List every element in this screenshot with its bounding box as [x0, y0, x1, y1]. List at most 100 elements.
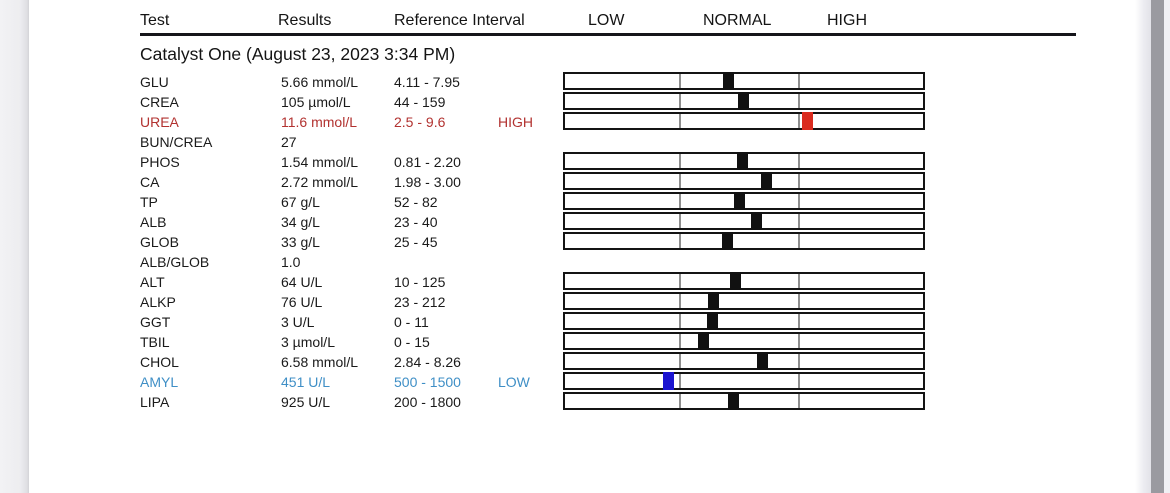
result-marker — [707, 292, 719, 310]
header-underline — [140, 33, 1076, 36]
table-row: UREA 11.6 mmol/L 2.5 - 9.6 HIGH — [0, 112, 560, 132]
test-name: ALB — [140, 214, 167, 230]
zone-divider — [679, 274, 681, 288]
result-marker — [756, 352, 768, 370]
abnormal-flag: LOW — [498, 374, 530, 390]
table-row: AMYL 451 U/L 500 - 1500 LOW — [0, 372, 560, 392]
test-result: 5.66 mmol/L — [281, 74, 359, 90]
range-bar — [563, 152, 925, 170]
reference-interval: 25 - 45 — [394, 234, 438, 250]
column-header-low: LOW — [588, 12, 625, 29]
test-name: BUN/CREA — [140, 134, 213, 150]
range-bar — [563, 392, 925, 410]
table-row: LIPA 925 U/L 200 - 1800 — [0, 392, 560, 412]
test-name: PHOS — [140, 154, 180, 170]
table-row: ALB/GLOB 1.0 — [0, 252, 560, 272]
reference-interval: 23 - 212 — [394, 294, 446, 310]
column-header-normal: NORMAL — [703, 12, 772, 29]
reference-interval: 1.98 - 3.00 — [394, 174, 461, 190]
zone-divider — [798, 94, 800, 108]
result-marker — [722, 72, 734, 90]
scrollbar-thumb[interactable] — [1151, 0, 1164, 493]
reference-interval: 10 - 125 — [394, 274, 446, 290]
table-row: ALKP 76 U/L 23 - 212 — [0, 292, 560, 312]
abnormal-flag: HIGH — [498, 114, 533, 130]
zone-divider — [679, 154, 681, 168]
reference-interval: 2.5 - 9.6 — [394, 114, 446, 130]
zone-divider — [679, 114, 681, 128]
column-header-results: Results — [278, 12, 332, 29]
zone-divider — [679, 374, 681, 388]
test-name: GLU — [140, 74, 169, 90]
reference-interval: 0 - 15 — [394, 334, 430, 350]
test-result: 64 U/L — [281, 274, 323, 290]
range-bar — [563, 272, 925, 290]
zone-divider — [679, 314, 681, 328]
table-row: ALT 64 U/L 10 - 125 — [0, 272, 560, 292]
test-result: 6.58 mmol/L — [281, 354, 359, 370]
zone-divider — [679, 194, 681, 208]
table-row: GGT 3 U/L 0 - 11 — [0, 312, 560, 332]
zone-divider — [798, 334, 800, 348]
zone-divider — [679, 294, 681, 308]
result-marker — [734, 192, 745, 210]
column-header-high: HIGH — [827, 12, 867, 29]
table-row: BUN/CREA 27 — [0, 132, 560, 152]
result-marker — [722, 232, 734, 250]
range-bar — [563, 92, 925, 110]
result-marker — [751, 212, 763, 230]
zone-divider — [798, 114, 800, 128]
table-row: CREA 105 µmol/L 44 - 159 — [0, 92, 560, 112]
table-row: ALB 34 g/L 23 - 40 — [0, 212, 560, 232]
test-name: GLOB — [140, 234, 179, 250]
zone-divider — [679, 174, 681, 188]
test-result: 34 g/L — [281, 214, 320, 230]
table-row: GLU 5.66 mmol/L 4.11 - 7.95 — [0, 72, 560, 92]
range-bar — [563, 332, 925, 350]
table-row: TBIL 3 µmol/L 0 - 15 — [0, 332, 560, 352]
zone-divider — [679, 334, 681, 348]
result-marker — [662, 372, 674, 390]
test-name: UREA — [140, 114, 179, 130]
zone-divider — [798, 214, 800, 228]
test-name: CA — [140, 174, 160, 190]
zone-divider — [679, 94, 681, 108]
reference-interval: 23 - 40 — [394, 214, 438, 230]
column-header-test: Test — [140, 12, 170, 29]
test-name: ALT — [140, 274, 165, 290]
test-name: ALKP — [140, 294, 176, 310]
reference-interval: 52 - 82 — [394, 194, 438, 210]
range-bar — [563, 112, 925, 130]
zone-divider — [679, 394, 681, 408]
reference-interval: 200 - 1800 — [394, 394, 461, 410]
test-result: 925 U/L — [281, 394, 331, 410]
test-result: 3 µmol/L — [281, 334, 335, 350]
test-result: 76 U/L — [281, 294, 323, 310]
test-name: TP — [140, 194, 158, 210]
reference-interval: 0.81 - 2.20 — [394, 154, 461, 170]
zone-divider — [798, 394, 800, 408]
reference-interval: 0 - 11 — [394, 314, 429, 330]
result-marker — [760, 172, 772, 190]
range-bar — [563, 172, 925, 190]
result-marker — [698, 332, 710, 350]
test-result: 451 U/L — [281, 374, 331, 390]
test-result: 67 g/L — [281, 194, 320, 210]
table-row: TP 67 g/L 52 - 82 — [0, 192, 560, 212]
zone-divider — [679, 74, 681, 88]
zone-divider — [798, 374, 800, 388]
scrollbar-gutter — [1164, 0, 1170, 493]
range-bar — [563, 192, 925, 210]
scrollbar-track[interactable] — [1135, 0, 1151, 493]
test-result: 1.54 mmol/L — [281, 154, 359, 170]
test-result: 11.6 mmol/L — [281, 114, 357, 130]
reference-interval: 4.11 - 7.95 — [394, 74, 460, 90]
test-result: 33 g/L — [281, 234, 320, 250]
zone-divider — [798, 234, 800, 248]
result-marker — [802, 112, 814, 130]
zone-divider — [798, 194, 800, 208]
range-bar — [563, 312, 925, 330]
range-bar — [563, 232, 925, 250]
zone-divider — [798, 294, 800, 308]
reference-interval: 44 - 159 — [394, 94, 446, 110]
